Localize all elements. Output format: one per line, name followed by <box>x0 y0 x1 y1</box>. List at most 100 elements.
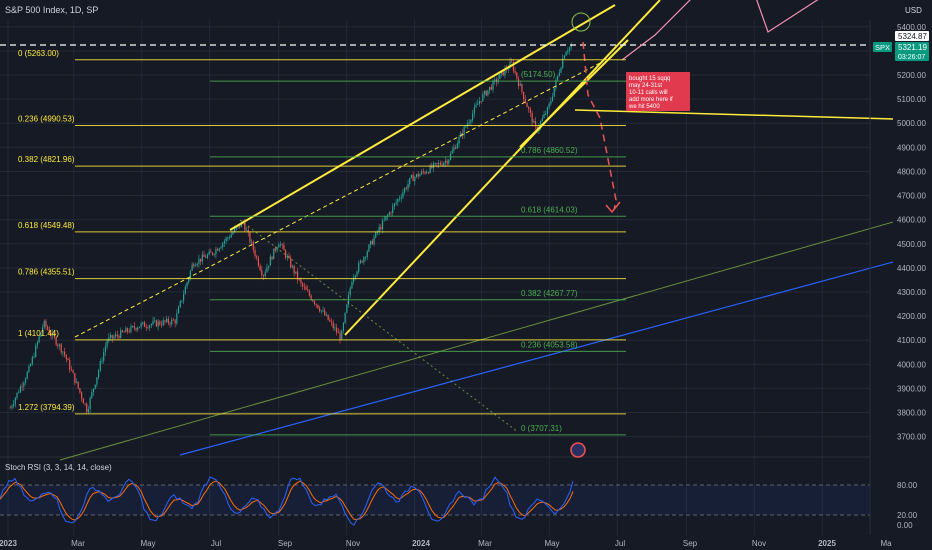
candle-body <box>21 386 23 388</box>
candle-body <box>424 172 426 174</box>
candle-body <box>303 286 305 288</box>
y-tick-label: 5100.00 <box>897 95 926 104</box>
last-price-value: 5321.19 <box>898 43 927 52</box>
candle-body <box>483 90 486 95</box>
candle-body <box>218 248 220 251</box>
candle-body <box>99 361 101 371</box>
candle-body <box>563 55 566 59</box>
candle-body <box>210 251 212 253</box>
channel-lower-dashed <box>74 62 601 338</box>
candle-body <box>398 198 401 200</box>
candle-body <box>526 102 528 108</box>
candle-body <box>281 244 283 246</box>
candle-body <box>465 126 467 128</box>
x-tick-label: Nov <box>346 539 360 548</box>
candle-body <box>366 251 368 258</box>
stoch-rsi-title: Stoch RSI (3, 3, 14, 14, close) <box>5 463 112 472</box>
x-tick-label: 2023 <box>0 539 17 548</box>
candle-body <box>232 232 234 235</box>
osc-tick-label: 0.00 <box>897 521 913 530</box>
osc-tick-label: 80.00 <box>897 481 918 490</box>
candle-body <box>82 398 84 404</box>
fib-right-label: 0 (3707.31) <box>521 424 562 433</box>
candle-body <box>75 381 78 383</box>
candle-body <box>19 386 22 393</box>
currency-label[interactable]: USD <box>905 6 922 15</box>
candle-body <box>279 244 282 246</box>
candle-body <box>113 336 115 339</box>
candle-body <box>361 260 363 263</box>
candle-body <box>417 174 419 177</box>
resistance-line <box>574 109 894 120</box>
candle-body <box>383 219 385 221</box>
candle-body <box>385 216 387 220</box>
candle-body <box>475 104 477 108</box>
candle-body <box>320 310 322 312</box>
candle-body <box>409 177 411 184</box>
candle-body <box>152 321 154 325</box>
candle-body <box>429 165 431 174</box>
candle-body <box>81 392 83 399</box>
pink-projection-1 <box>621 0 691 61</box>
candle-body <box>436 163 438 164</box>
candle-body <box>40 332 42 337</box>
candle-body <box>227 237 229 239</box>
high-price-tag <box>895 31 929 41</box>
candle-body <box>422 171 424 173</box>
annotation-line: bought 15 sqqq <box>629 76 670 82</box>
candle-body <box>529 109 532 113</box>
candle-body <box>405 188 407 189</box>
fib-right-label: (5174.50) <box>521 70 556 79</box>
candle-body <box>466 123 469 127</box>
candle-body <box>166 318 168 322</box>
candle-body <box>193 264 195 267</box>
candle-body <box>543 114 545 119</box>
candle-body <box>446 160 448 164</box>
candle-body <box>305 287 307 290</box>
candle-body <box>234 228 236 233</box>
candle-body <box>393 203 396 207</box>
candle-body <box>24 378 27 383</box>
candle-body <box>412 175 414 182</box>
candle-body <box>550 100 552 104</box>
candle-body <box>325 314 328 316</box>
candle-body <box>380 227 382 230</box>
candle-body <box>310 295 312 300</box>
green-trendline <box>59 221 894 461</box>
candle-body <box>407 183 409 189</box>
candle-body <box>472 113 474 121</box>
candle-body <box>319 308 321 312</box>
candle-body <box>172 319 175 321</box>
y-tick-label: 5000.00 <box>897 119 926 128</box>
candle-body <box>404 188 406 193</box>
candle-body <box>485 90 487 96</box>
candle-body <box>555 79 557 89</box>
candle-body <box>354 275 356 278</box>
candle-body <box>327 314 329 321</box>
candle-body <box>205 256 207 258</box>
drawings <box>0 0 894 461</box>
candle-body <box>473 107 475 114</box>
candle-body <box>33 356 35 358</box>
candle-body <box>84 403 86 405</box>
candle-body <box>388 212 390 216</box>
candle-body <box>239 225 241 227</box>
ticker-tag <box>873 42 892 52</box>
candle-body <box>162 320 164 326</box>
candle-body <box>196 263 198 266</box>
candle-body <box>470 120 472 123</box>
candle-body <box>111 335 113 339</box>
y-tick-label: 4100.00 <box>897 336 926 345</box>
candle-body <box>336 327 338 333</box>
grid <box>0 20 870 535</box>
candle-body <box>41 327 44 333</box>
fib-right-label: 0.618 (4614.03) <box>521 205 578 214</box>
candle-body <box>206 254 209 258</box>
candle-body <box>230 234 232 238</box>
candle-body <box>167 318 169 323</box>
candles <box>9 42 572 415</box>
candle-body <box>249 232 251 243</box>
candle-body <box>487 90 489 96</box>
candle-body <box>534 120 537 127</box>
